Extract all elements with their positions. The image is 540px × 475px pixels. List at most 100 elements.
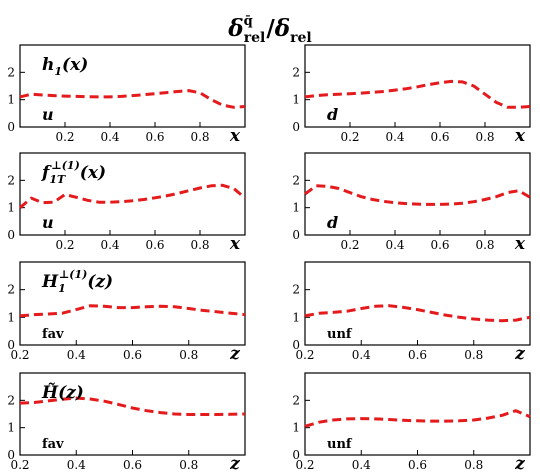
series-line — [304, 184, 531, 206]
panel-frame — [19, 44, 246, 128]
series-line — [304, 409, 531, 428]
y-tick-label: 0 — [292, 338, 300, 352]
panel-3: 0 1 2 0.2 0.4 0.6 0.8 x u f1T⊥(1)(x) — [7, 152, 246, 254]
function-label-sub: 1 — [54, 65, 62, 78]
function-label-sup: ⊥(1) — [59, 268, 88, 281]
title-sub-rel-2: rel — [290, 30, 312, 46]
x-tick-label: 0.6 — [123, 348, 142, 362]
y-tick-label: 0 — [292, 448, 300, 462]
y-tick-label: 2 — [292, 65, 300, 79]
y-tick-label: 1 — [292, 310, 300, 324]
y-tick-label: 1 — [292, 421, 300, 435]
x-tick-label: 0.2 — [340, 130, 359, 144]
x-tick-label: 0.6 — [430, 238, 449, 252]
x-tick-label: 0.8 — [190, 238, 209, 252]
x-tick-label: 0.8 — [475, 238, 494, 252]
y-tick-label: 2 — [292, 173, 300, 187]
x-tick-label: 0.4 — [100, 238, 119, 252]
function-label: H̃(z) — [41, 383, 84, 403]
flavor-label: d — [327, 213, 338, 232]
function-label: h1(x) — [42, 55, 88, 78]
function-label-base: H̃ — [41, 383, 59, 403]
function-label-sub: 1T — [49, 173, 66, 186]
flavor-label: u — [42, 213, 54, 232]
x-tick-label: 0.4 — [385, 130, 404, 144]
y-tick-label: 0 — [7, 448, 15, 462]
panel-6: 0 1 2 0.2 0.4 0.6 0.8 z unf — [292, 261, 531, 364]
x-tick-label: 0.8 — [464, 458, 483, 471]
figure-title: δq̄ rel/δrel — [227, 14, 311, 46]
x-tick-label: 0.2 — [295, 348, 314, 362]
x-tick-label: 0.8 — [179, 458, 198, 471]
x-axis-label: x — [514, 126, 526, 146]
x-tick-label: 0.8 — [179, 348, 198, 362]
x-tick-label: 0.4 — [100, 130, 119, 144]
y-tick-label: 2 — [7, 173, 15, 187]
series-line — [304, 304, 531, 323]
x-tick-label: 0.2 — [55, 130, 74, 144]
x-axis-label: x — [229, 234, 241, 254]
title-delta: δ — [227, 15, 243, 42]
x-tick-label: 0.6 — [430, 130, 449, 144]
function-label-tail: (z) — [87, 272, 113, 292]
flavor-label: d — [327, 105, 338, 124]
series-line — [304, 79, 531, 109]
function-label-tail: (x) — [80, 163, 106, 183]
x-tick-label: 0.8 — [475, 130, 494, 144]
y-tick-label: 1 — [7, 201, 15, 215]
flavor-label: fav — [42, 437, 64, 452]
x-tick-label: 0.8 — [464, 348, 483, 362]
x-tick-label: 0.6 — [123, 458, 142, 471]
x-axis-label: x — [229, 126, 241, 146]
series-line — [19, 89, 246, 109]
x-tick-label: 0.6 — [408, 348, 427, 362]
y-tick-label: 2 — [7, 283, 15, 297]
x-axis-label: z — [229, 344, 240, 364]
y-tick-label: 0 — [7, 338, 15, 352]
x-axis-label: z — [514, 344, 525, 364]
flavor-label: fav — [42, 327, 64, 342]
function-label-tail: (z) — [58, 383, 84, 403]
function-label-tail: (x) — [62, 55, 88, 75]
function-label-base: f — [41, 163, 52, 183]
x-tick-label: 0.8 — [190, 130, 209, 144]
x-tick-label: 0.4 — [352, 458, 371, 471]
y-tick-label: 0 — [7, 120, 15, 134]
y-tick-label: 2 — [292, 283, 300, 297]
x-axis-label: x — [514, 234, 526, 254]
x-tick-label: 0.2 — [295, 458, 314, 471]
svg-text:δq̄rel/δrel: δq̄ rel/δrel — [227, 14, 311, 46]
y-tick-label: 0 — [7, 228, 15, 242]
x-tick-label: 0.6 — [408, 458, 427, 471]
x-axis-label: z — [229, 454, 240, 471]
flavor-label: u — [42, 105, 54, 124]
title-slash: / — [266, 15, 275, 42]
flavor-label: unf — [327, 327, 353, 342]
panel-frame — [304, 44, 531, 128]
x-tick-label: 0.6 — [145, 130, 164, 144]
title-delta-2: δ — [274, 15, 290, 42]
x-tick-label: 0.2 — [10, 458, 29, 471]
function-label-base: H — [41, 272, 59, 292]
panel-7: 0 1 2 0.2 0.4 0.6 0.8 z fav H̃(z) — [7, 372, 246, 474]
y-tick-label: 2 — [7, 393, 15, 407]
x-tick-label: 0.2 — [10, 348, 29, 362]
x-tick-label: 0.4 — [67, 458, 86, 471]
y-tick-label: 0 — [292, 120, 300, 134]
y-tick-label: 1 — [7, 421, 15, 435]
panel-2: 0 1 2 0.2 0.4 0.6 0.8 x d — [292, 44, 531, 146]
panel-frame — [19, 152, 246, 236]
flavor-label: unf — [327, 437, 353, 452]
y-tick-label: 1 — [7, 310, 15, 324]
y-tick-label: 0 — [292, 228, 300, 242]
series-line — [19, 396, 246, 416]
x-tick-label: 0.6 — [145, 238, 164, 252]
x-tick-label: 0.4 — [352, 348, 371, 362]
x-axis-label: z — [514, 454, 525, 471]
title-sub-rel: rel — [244, 30, 266, 46]
